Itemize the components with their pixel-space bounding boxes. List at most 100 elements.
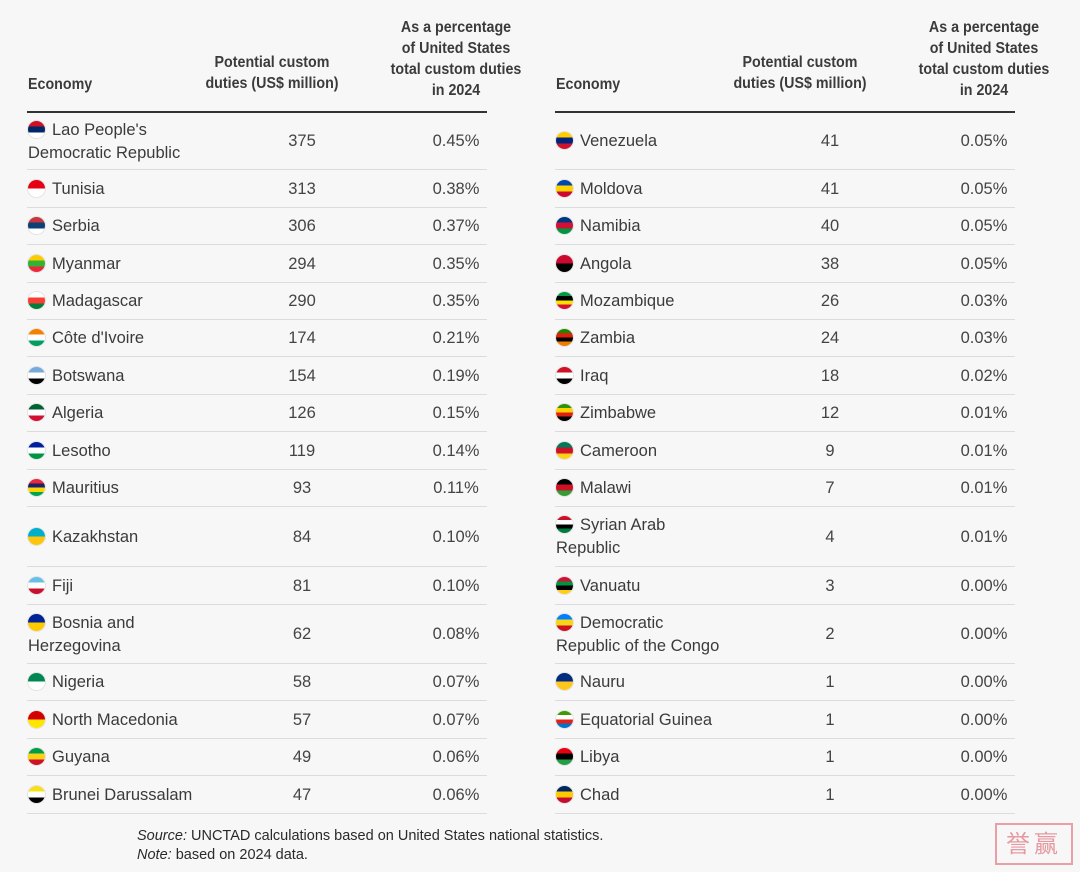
economy-cell: Botswana (28, 365, 203, 388)
duties-value: 1 (825, 785, 835, 804)
percentage-value: 0.01% (960, 441, 1008, 460)
percentage-value: 0.11% (433, 479, 479, 497)
economy-cell: Tunisia (28, 178, 203, 201)
table-row: Equatorial Guinea 1 0.00% (555, 701, 1015, 739)
guyana-flag-icon (28, 748, 45, 765)
duties-value: 313 (288, 179, 316, 198)
algeria-flag-icon (28, 404, 45, 421)
moldova-flag-icon (556, 179, 573, 197)
economy-name: Democratic Republic of the Congo (556, 613, 720, 655)
duties-value: 62 (292, 625, 312, 643)
percentage-value: 0.35% (432, 254, 480, 273)
duties-value: 38 (820, 254, 840, 273)
percentage-value: 0.19% (432, 366, 480, 385)
table-row: Madagascar 290 0.35% (27, 283, 487, 320)
economy-name: Madagascar (52, 292, 143, 310)
table-notes: Source: UNCTAD calculations based on Uni… (137, 827, 603, 865)
duties-value: 93 (292, 479, 312, 497)
economy-name: Fiji (52, 576, 74, 595)
duties-value: 41 (820, 179, 840, 198)
economy-name: North Macedonia (52, 710, 178, 729)
brunei-flag-icon (28, 785, 45, 803)
botswana-flag-icon (28, 366, 45, 384)
economy-cell: Vanuatu (556, 575, 731, 598)
namibia-flag-icon (556, 217, 573, 234)
economy-cell: Mauritius (28, 477, 203, 500)
table-row: Kazakhstan 84 0.10% (27, 507, 487, 567)
economy-name: Moldova (580, 179, 643, 198)
percentage-value: 0.10% (432, 527, 480, 546)
economy-cell: Guyana (28, 746, 203, 769)
economy-name: Nigeria (52, 673, 105, 691)
economy-name: Cameroon (580, 441, 658, 460)
chad-flag-icon (556, 785, 573, 803)
percentage-value: 0.06% (432, 785, 480, 804)
economy-name: Chad (580, 785, 620, 804)
percentage-value: 0.05% (960, 132, 1008, 150)
duties-value: 40 (820, 217, 840, 235)
economy-cell: Namibia (556, 215, 731, 238)
economy-cell: Malawi (556, 477, 731, 500)
percentage-value: 0.00% (960, 785, 1008, 804)
duties-value: 7 (825, 479, 835, 497)
economy-name: Lesotho (52, 441, 111, 460)
percentage-value: 0.00% (960, 625, 1008, 643)
economy-name: Myanmar (52, 254, 121, 273)
table-row: North Macedonia 57 0.07% (27, 701, 487, 739)
economy-cell: Zimbabwe (556, 402, 731, 425)
percentage-value: 0.21% (432, 329, 480, 347)
venezuela-flag-icon (556, 132, 573, 149)
cameroon-flag-icon (556, 441, 573, 459)
percentage-value: 0.05% (960, 217, 1008, 235)
fiji-flag-icon (28, 576, 45, 594)
percentage-value: 0.07% (432, 710, 480, 729)
percentage-value: 0.14% (432, 441, 480, 460)
duties-value: 375 (288, 132, 316, 150)
duties-value: 290 (288, 292, 316, 310)
duties-value: 119 (288, 441, 316, 460)
table-row: Côte d'Ivoire 174 0.21% (27, 320, 487, 357)
duties-value: 9 (825, 441, 835, 460)
table-row: Tunisia 313 0.38% (27, 170, 487, 208)
economy-name: Zambia (580, 329, 636, 347)
lesotho-flag-icon (28, 441, 45, 459)
table-header-left: Economy Potential custom duties (US$ mill… (27, 0, 521, 113)
economy-name: Libya (580, 748, 620, 766)
economy-cell: Equatorial Guinea (556, 709, 731, 732)
economy-cell: Myanmar (28, 253, 203, 276)
percentage-value: 0.10% (432, 576, 480, 595)
table-header-right: Economy Potential custom duties (US$ mill… (555, 0, 1049, 113)
duties-value: 126 (288, 404, 316, 422)
header-duties: Potential custom duties (US$ million) (205, 54, 339, 92)
table-row: Nauru 1 0.00% (555, 664, 1015, 701)
duties-value: 1 (825, 748, 835, 766)
duties-value: 1 (825, 673, 835, 691)
percentage-value: 0.35% (432, 292, 480, 310)
percentage-value: 0.37% (432, 217, 480, 235)
percentage-value: 0.01% (960, 404, 1008, 422)
iraq-flag-icon (556, 366, 573, 384)
table-left-panel: Economy Potential custom duties (US$ mill… (27, 0, 521, 814)
duties-value: 49 (292, 748, 312, 766)
percentage-value: 0.15% (432, 404, 480, 422)
percentage-value: 0.05% (960, 254, 1008, 273)
economy-name: Botswana (52, 366, 125, 385)
table-row: Mozambique 26 0.03% (555, 283, 1015, 320)
zambia-flag-icon (556, 329, 573, 346)
table-row: Zambia 24 0.03% (555, 320, 1015, 357)
economy-name: Zimbabwe (580, 404, 657, 422)
economy-name: Serbia (52, 217, 100, 235)
header-duties: Potential custom duties (US$ million) (733, 54, 867, 92)
nauru-flag-icon (556, 673, 573, 690)
duties-value: 47 (292, 785, 312, 804)
economy-cell: Fiji (28, 575, 203, 598)
economy-name: Mauritius (52, 479, 119, 497)
percentage-value: 0.01% (960, 479, 1008, 497)
kazakhstan-flag-icon (28, 527, 45, 545)
table-row: Mauritius 93 0.11% (27, 470, 487, 507)
economy-name: Brunei Darussalam (52, 785, 193, 804)
economy-name: Côte d'Ivoire (52, 329, 145, 347)
table-row: Lao People's Democratic Republic 375 0.45% (27, 113, 487, 170)
lao-flag-icon (28, 120, 45, 138)
economy-name: Lao People's Democratic Republic (28, 120, 181, 162)
